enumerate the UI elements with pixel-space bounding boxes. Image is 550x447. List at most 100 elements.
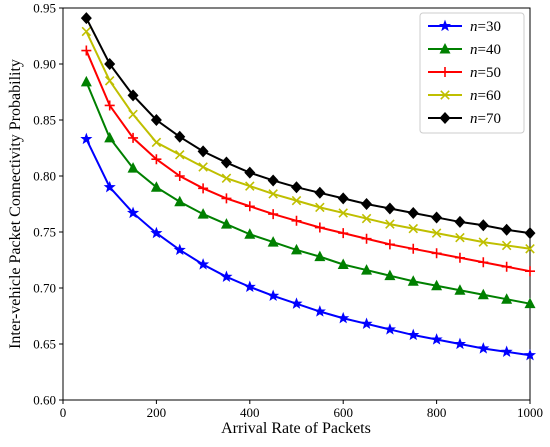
data-point <box>501 261 512 272</box>
data-point <box>268 209 279 220</box>
data-point <box>244 228 256 239</box>
data-point <box>525 266 535 277</box>
data-point <box>150 181 162 192</box>
legend-item: n=60 <box>428 88 501 104</box>
data-point <box>245 181 255 191</box>
y-tick-label: 0.85 <box>33 113 56 128</box>
data-point <box>80 75 92 87</box>
data-point <box>104 131 116 143</box>
data-point <box>128 132 139 143</box>
data-point <box>453 337 466 350</box>
data-point <box>104 58 116 70</box>
data-point <box>431 211 443 224</box>
data-point <box>80 12 92 25</box>
legend-marker <box>440 67 450 77</box>
data-point <box>360 317 373 329</box>
data-point <box>361 233 372 244</box>
legend-label: n=70 <box>470 111 501 127</box>
legend-label: n=30 <box>470 19 501 35</box>
data-point <box>221 193 232 204</box>
series-2 <box>81 45 535 277</box>
data-point <box>267 289 280 301</box>
data-point <box>198 183 209 194</box>
y-tick-label: 0.65 <box>33 337 56 352</box>
data-point <box>104 76 115 86</box>
data-point <box>455 232 465 243</box>
data-point <box>151 137 162 148</box>
data-point <box>384 202 396 215</box>
data-point <box>478 257 489 268</box>
legend-label-variable: n <box>470 111 478 127</box>
y-tick-label: 0.80 <box>33 169 56 184</box>
x-tick-label: 600 <box>333 405 353 420</box>
data-point <box>408 223 419 234</box>
data-point <box>501 293 513 304</box>
data-point <box>268 189 278 199</box>
data-point <box>361 213 372 224</box>
data-point <box>267 236 279 247</box>
series-4 <box>80 12 536 240</box>
legend: n=30n=40n=50n=60n=70 <box>419 12 525 134</box>
data-point <box>290 297 303 309</box>
data-point <box>500 345 513 357</box>
data-point <box>337 311 350 324</box>
y-axis-label: Inter-vehicle Packet Connectivity Probab… <box>7 59 24 349</box>
data-point <box>127 89 139 102</box>
data-point <box>244 166 256 179</box>
x-tick-label: 400 <box>240 405 260 420</box>
legend-label-value: =70 <box>478 111 501 127</box>
legend-marker <box>439 43 451 54</box>
data-point <box>524 297 536 309</box>
data-point <box>361 264 373 275</box>
data-point <box>361 198 373 210</box>
data-point <box>151 154 162 165</box>
series-line <box>85 31 531 250</box>
data-point <box>291 243 302 255</box>
data-point <box>174 149 185 160</box>
series-3 <box>81 26 535 254</box>
legend-label-value: =30 <box>478 19 501 35</box>
x-tick-label: 200 <box>147 405 167 420</box>
data-point <box>174 195 186 207</box>
legend-marker <box>438 19 452 32</box>
x-tick-label: 0 <box>60 405 67 420</box>
legend-box <box>419 12 525 134</box>
y-tick-label: 0.95 <box>33 1 56 16</box>
y-tick-label: 0.60 <box>33 393 56 408</box>
legend-label-variable: n <box>470 88 478 104</box>
data-point <box>174 171 185 181</box>
legend-label-value: =60 <box>478 88 501 104</box>
data-point <box>150 226 163 239</box>
data-point <box>81 26 92 37</box>
legend-item: n=40 <box>428 42 501 58</box>
data-point <box>383 323 396 335</box>
data-point <box>103 180 116 193</box>
data-point <box>221 173 232 184</box>
data-point <box>454 215 466 228</box>
data-point <box>454 284 466 295</box>
data-point <box>267 174 279 187</box>
legend-marker <box>440 90 450 100</box>
data-point <box>291 215 302 226</box>
data-point <box>431 279 443 291</box>
data-point <box>430 333 443 345</box>
data-point <box>407 328 420 341</box>
legend-item: n=30 <box>428 19 501 35</box>
data-point <box>477 342 490 354</box>
data-point <box>313 305 326 317</box>
data-point <box>337 258 349 269</box>
legend-label-value: =40 <box>478 42 501 58</box>
axis-ticks: 0 200 400 600 800 1000 0.60 0.65 0.70 0.75 0.80 0.8… <box>33 1 543 421</box>
y-tick-label: 0.70 <box>33 281 56 296</box>
series-0 <box>80 132 537 361</box>
data-point <box>174 130 186 143</box>
x-axis-label: Arrival Rate of Packets <box>221 420 371 437</box>
series-line <box>85 138 531 357</box>
data-point <box>338 228 349 239</box>
legend-label: n=60 <box>470 88 501 104</box>
legend-label: n=50 <box>470 65 501 81</box>
data-point <box>477 288 489 300</box>
data-point <box>80 132 93 145</box>
data-point <box>291 195 302 206</box>
series-layer <box>80 12 537 361</box>
